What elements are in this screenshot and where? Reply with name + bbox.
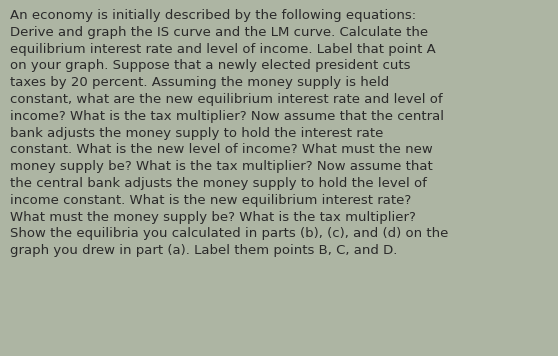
Text: An economy is initially described by the following equations:
Derive and graph t: An economy is initially described by the…: [10, 9, 449, 257]
